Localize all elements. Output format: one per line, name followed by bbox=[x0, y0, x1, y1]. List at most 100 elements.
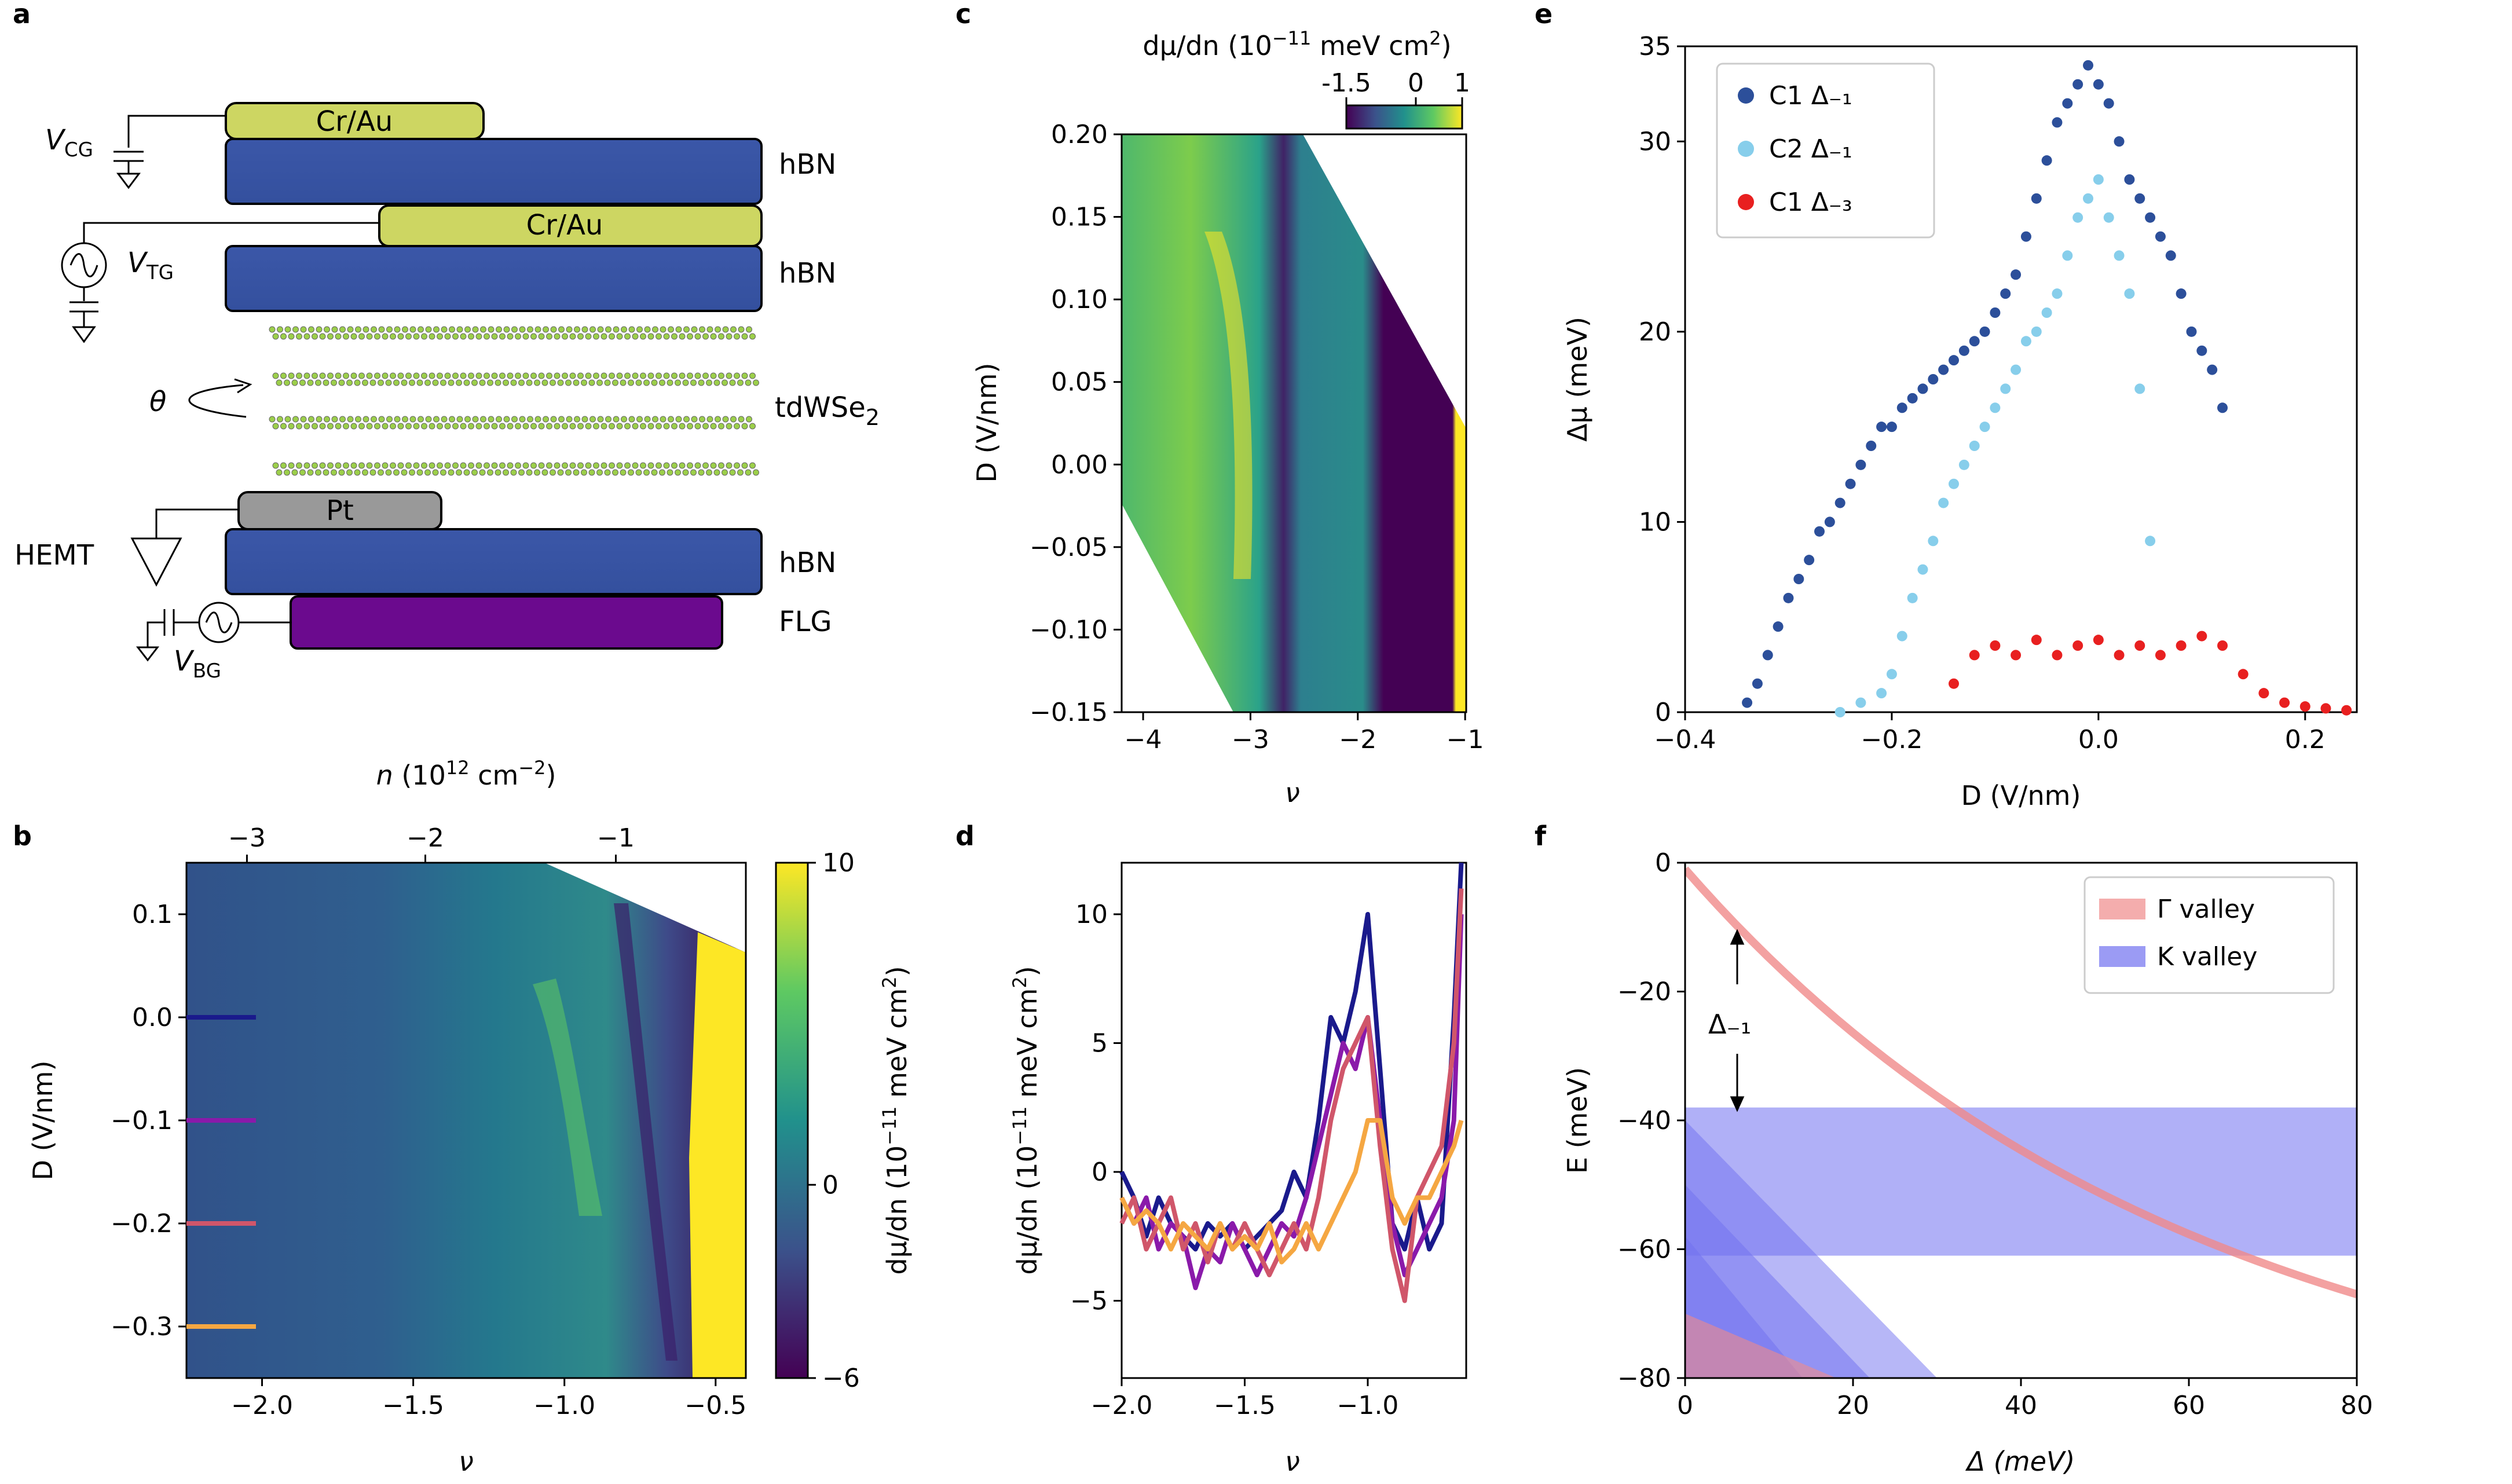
lattice-atom bbox=[573, 379, 580, 386]
lattice-atom bbox=[565, 469, 572, 476]
data-point bbox=[2083, 193, 2093, 204]
lattice-atom bbox=[382, 333, 389, 340]
legend-label: C1 Δ₋₃ bbox=[1769, 188, 1852, 217]
data-point bbox=[1969, 336, 1980, 347]
gamma-valley-curve bbox=[1685, 866, 2357, 1299]
panel-b-axes: −2.0 −1.5 −1.0 −0.5 0.1 0.0 −0.1 −0.2 −0.3 −3 −2 −1 bbox=[111, 823, 746, 1420]
lattice-atom bbox=[413, 333, 420, 340]
data-point bbox=[2341, 705, 2352, 716]
x-tick-label: −2.0 bbox=[1091, 1391, 1153, 1420]
lattice-atom bbox=[510, 469, 517, 476]
lattice-atom bbox=[515, 333, 521, 340]
lattice-atom bbox=[722, 379, 728, 386]
lattice-atom bbox=[284, 379, 290, 386]
data-point bbox=[1793, 574, 1804, 584]
y-tick-label: 10 bbox=[1639, 507, 1671, 537]
series-line bbox=[1119, 1118, 1464, 1265]
lattice-atom bbox=[369, 379, 376, 386]
lattice-atom bbox=[280, 462, 287, 469]
lattice-atom bbox=[350, 462, 357, 469]
lattice-atom bbox=[386, 326, 393, 333]
lattice-atom bbox=[605, 416, 611, 423]
lattice-atom bbox=[358, 462, 365, 469]
flg-label: FLG bbox=[779, 606, 832, 638]
lattice-atom bbox=[460, 333, 467, 340]
lattice-atom bbox=[647, 462, 654, 469]
panel-d: −2.0 −1.5 −1.0 10 5 0 −5 ν dμ/dn (10−11 meV cm… bbox=[1009, 862, 1467, 1477]
lattice-atom bbox=[690, 469, 697, 476]
lattice-atom bbox=[651, 379, 658, 386]
lattice-atom bbox=[397, 372, 404, 379]
lattice-atom bbox=[581, 416, 588, 423]
x-tick-label: 40 bbox=[2005, 1391, 2037, 1420]
lattice-atom bbox=[624, 462, 631, 469]
lattice-atom bbox=[487, 379, 493, 386]
lattice-atom bbox=[679, 462, 686, 469]
lattice-atom bbox=[621, 326, 627, 333]
colorbar-tick-label: 1 bbox=[1454, 68, 1470, 98]
lattice-atom bbox=[694, 462, 701, 469]
tg-circuit bbox=[61, 222, 379, 343]
data-point bbox=[2279, 697, 2290, 708]
lattice-atom bbox=[503, 416, 510, 423]
x-tick-label: 0.2 bbox=[2285, 725, 2326, 754]
lattice-atom bbox=[437, 423, 443, 430]
lattice-atom bbox=[335, 423, 342, 430]
lattice-atom bbox=[362, 469, 368, 476]
lattice-atom bbox=[554, 462, 561, 469]
data-point bbox=[2041, 307, 2052, 318]
lattice-atom bbox=[413, 423, 420, 430]
lattice-atom bbox=[499, 372, 506, 379]
lattice-atom bbox=[499, 333, 506, 340]
colorbar-c-ticks: -1.5 0 1 bbox=[1321, 68, 1470, 105]
lattice-atom bbox=[554, 423, 561, 430]
lattice-atom bbox=[687, 372, 693, 379]
lattice-atom bbox=[640, 333, 646, 340]
y-tick-label: −0.15 bbox=[1030, 698, 1108, 727]
lattice-atom bbox=[600, 372, 607, 379]
data-point bbox=[1834, 497, 1845, 508]
x-tick-label: −2.0 bbox=[231, 1391, 293, 1420]
lattice-atom bbox=[566, 416, 573, 423]
data-point bbox=[1949, 678, 1959, 689]
y-tick-label: −40 bbox=[1617, 1106, 1671, 1135]
lattice-atom bbox=[558, 326, 565, 333]
lattice-atom bbox=[647, 372, 654, 379]
lattice-atom bbox=[706, 326, 713, 333]
data-point bbox=[1949, 355, 1959, 366]
lattice-atom bbox=[471, 469, 478, 476]
lattice-atom bbox=[699, 416, 705, 423]
lattice-atom bbox=[577, 423, 584, 430]
lattice-atom bbox=[624, 423, 631, 430]
colorbar-c-label: dμ/dn (10−11 meV cm2) bbox=[1143, 27, 1451, 61]
lattice-atom bbox=[651, 469, 658, 476]
data-point bbox=[2134, 193, 2145, 204]
lattice-atom bbox=[369, 469, 376, 476]
data-point bbox=[2299, 701, 2310, 712]
lattice-atom bbox=[612, 469, 618, 476]
data-point bbox=[2011, 650, 2022, 661]
data-point bbox=[1814, 526, 1825, 537]
lattice-atom bbox=[621, 416, 627, 423]
lattice-atom bbox=[715, 326, 721, 333]
lattice-atom bbox=[315, 379, 321, 386]
lattice-atom bbox=[530, 372, 537, 379]
lattice-atom bbox=[449, 326, 455, 333]
lattice-atom bbox=[510, 379, 517, 386]
x-tick-label: −4 bbox=[1125, 725, 1162, 754]
lattice-atom bbox=[413, 372, 420, 379]
lattice-atom bbox=[538, 333, 545, 340]
lattice-atom bbox=[706, 379, 712, 386]
lattice-atom bbox=[276, 469, 283, 476]
data-point bbox=[2155, 650, 2166, 661]
lattice-atom bbox=[600, 333, 607, 340]
data-point bbox=[2031, 193, 2042, 204]
lattice-atom bbox=[518, 469, 525, 476]
lattice-atom bbox=[730, 326, 737, 333]
data-point bbox=[2155, 231, 2166, 242]
lattice-atom bbox=[600, 462, 607, 469]
lattice-atom bbox=[585, 372, 592, 379]
lattice-atom bbox=[538, 372, 545, 379]
y-tick-label: 30 bbox=[1639, 127, 1671, 156]
